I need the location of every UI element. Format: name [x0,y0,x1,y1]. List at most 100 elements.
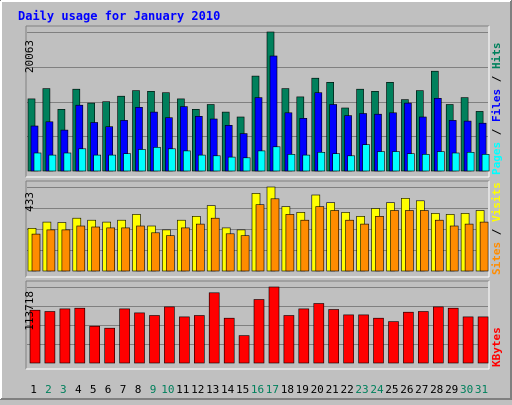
x-tick-label-day-7: 7 [120,383,127,396]
bar-pages-day-29: Pages 29: 2600 [451,152,460,172]
bar-kbytes-day-18: KBytes 18: 71000 [283,315,295,364]
bar-kbytes-day-1: KBytes 1: 79000 [29,309,41,364]
bar-kbytes-day-2: KBytes 2: 77000 [44,311,56,364]
bar-pages-day-13: Pages 13: 2200 [212,155,221,172]
chart-title: Daily usage for January 2010 [18,9,220,23]
bar-kbytes-day-9: KBytes 9: 71000 [149,315,160,364]
bar-kbytes-day-19: KBytes 19: 81000 [298,308,310,364]
bar-pages-day-21: Pages 21: 2500 [332,153,341,172]
x-tick-label-day-11: 11 [176,383,189,396]
bar-sites-day-26: Sites 26: 312 [405,210,414,272]
bar-kbytes-day-13: KBytes 13: 105000 [208,292,220,364]
bar-pages-day-24: Pages 24: 2800 [377,151,385,172]
x-tick-label-day-18: 18 [281,383,294,396]
x-tick-label-day-30: 30 [460,383,473,396]
bar-pages-day-15: Pages 15: 1900 [242,157,251,172]
bar-sites-day-19: Sites 19: 262 [300,219,310,272]
bar-kbytes-day-17: KBytes 17: 113718 [268,286,280,364]
bar-kbytes-day-30: KBytes 30: 69000 [462,316,474,364]
series-legend-label: KBytes [490,327,503,367]
bar-kbytes-day-27: KBytes 27: 77000 [417,311,429,364]
chart-panel-3: KBytes 1: 79000KBytes 2: 77000KBytes 3: … [23,280,503,370]
x-tick-label-day-20: 20 [311,383,324,396]
bar-pages-day-18: Pages 18: 2400 [287,154,296,172]
x-tick-label-day-29: 29 [445,383,458,396]
x-tick-label-day-10: 10 [161,383,174,396]
bar-kbytes-day-8: KBytes 8: 75000 [134,312,145,364]
bar-pages-day-19: Pages 19: 2300 [302,154,311,172]
bar-kbytes-day-28: KBytes 28: 84000 [432,306,444,364]
bar-pages-day-20: Pages 20: 2700 [317,152,326,172]
bar-kbytes-day-24: KBytes 24: 67000 [373,317,384,364]
x-tick-label-day-8: 8 [135,383,142,396]
series-legend-label: Pages / Files / Hits [490,43,503,176]
bar-pages-day-22: Pages 22: 2200 [347,155,355,172]
x-tick-label-day-26: 26 [400,383,413,396]
y-axis-max-label: 20063 [23,40,36,73]
bar-kbytes-day-5: KBytes 5: 55000 [89,325,100,364]
legend-sites: Sites [490,242,503,275]
legend-visits: Visits [490,182,503,222]
bar-sites-day-8: Sites 8: 232 [136,225,145,272]
bar-sites-day-4: Sites 4: 232 [76,225,86,272]
bar-kbytes-day-16: KBytes 16: 95000 [253,299,265,364]
x-tick-label-day-2: 2 [45,383,52,396]
bar-kbytes-day-31: KBytes 31: 69000 [477,316,489,364]
x-tick-label-day-5: 5 [90,383,97,396]
x-tick-label-day-27: 27 [415,383,428,396]
x-tick-label-day-1: 1 [30,383,37,396]
x-tick-label-day-19: 19 [296,383,309,396]
bar-pages-day-2: Pages 2: 2300 [48,154,57,172]
legend-separator: / [490,122,503,142]
legend-files: Files [490,89,503,122]
x-tick-label-day-25: 25 [385,383,398,396]
bar-kbytes-day-7: KBytes 7: 81000 [119,308,130,364]
bar-kbytes-day-23: KBytes 23: 72000 [358,314,369,364]
bar-pages-day-27: Pages 27: 2400 [421,154,430,172]
bar-pages-day-10: Pages 10: 3200 [168,148,176,172]
bar-pages-day-14: Pages 14: 2000 [227,156,236,172]
bar-sites-day-14: Sites 14: 192 [225,233,235,272]
legend-pages: Pages [490,142,503,175]
bar-sites-day-17: Sites 17: 372 [270,198,280,272]
x-tick-label-day-6: 6 [105,383,112,396]
chart-panel-1: Hits 1: 10400Hits 2: 11900Hits 3: 8900Hi… [23,25,503,178]
bar-kbytes-day-4: KBytes 4: 82000 [74,307,86,364]
legend-separator: / [490,69,503,89]
bar-sites-day-11: Sites 11: 222 [181,227,190,272]
bar-kbytes-day-6: KBytes 6: 52000 [104,327,115,364]
x-tick-label-day-14: 14 [221,383,235,396]
bar-sites-day-3: Sites 3: 212 [61,229,71,272]
bar-sites-day-7: Sites 7: 222 [121,227,130,272]
chart-panel-2: Visits 1: 220Visits 2: 252Visits 3: 250V… [23,180,503,278]
bar-pages-day-30: Pages 30: 2700 [466,152,475,172]
bar-pages-day-1: Pages 1: 2600 [33,152,42,172]
x-tick-label-day-31: 31 [475,383,488,396]
x-tick-label-day-28: 28 [430,383,443,396]
bar-pages-day-25: Pages 25: 2800 [392,151,400,172]
x-axis-day-labels: 1 2 3 4 5 6 7 8 9 10 11 12 13 14 15 16 17 18 19 20 21 22 23 24 2… [30,383,488,396]
bar-sites-day-21: Sites 21: 312 [330,210,340,272]
bar-pages-day-26: Pages 26: 2500 [407,153,415,172]
bar-sites-day-25: Sites 25: 312 [390,210,399,272]
x-tick-label-day-16: 16 [251,383,264,396]
bar-pages-day-31: Pages 31: 2400 [481,154,490,172]
bar-sites-day-31: Sites 31: 252 [479,221,489,272]
bar-sites-day-22: Sites 22: 262 [345,219,354,272]
bar-pages-day-5: Pages 5: 2300 [93,154,101,172]
bar-pages-day-9: Pages 9: 3400 [153,147,161,172]
y-axis-max-label: 433 [23,192,36,212]
bar-sites-day-5: Sites 5: 227 [91,226,100,272]
bar-pages-day-17: Pages 17: 3500 [272,146,281,172]
x-tick-label-day-22: 22 [340,383,353,396]
bar-sites-day-2: Sites 2: 212 [46,229,56,272]
bar-kbytes-day-20: KBytes 20: 89000 [313,303,325,364]
bar-pages-day-28: Pages 28: 2800 [436,151,445,172]
series-legend-label: Sites / Visits [490,182,503,275]
bar-pages-day-8: Pages 8: 3100 [138,149,146,172]
bar-pages-day-11: Pages 11: 2900 [183,150,191,172]
bar-sites-day-24: Sites 24: 282 [375,216,384,272]
x-tick-label-day-15: 15 [236,383,249,396]
bar-sites-day-6: Sites 6: 222 [106,227,115,272]
